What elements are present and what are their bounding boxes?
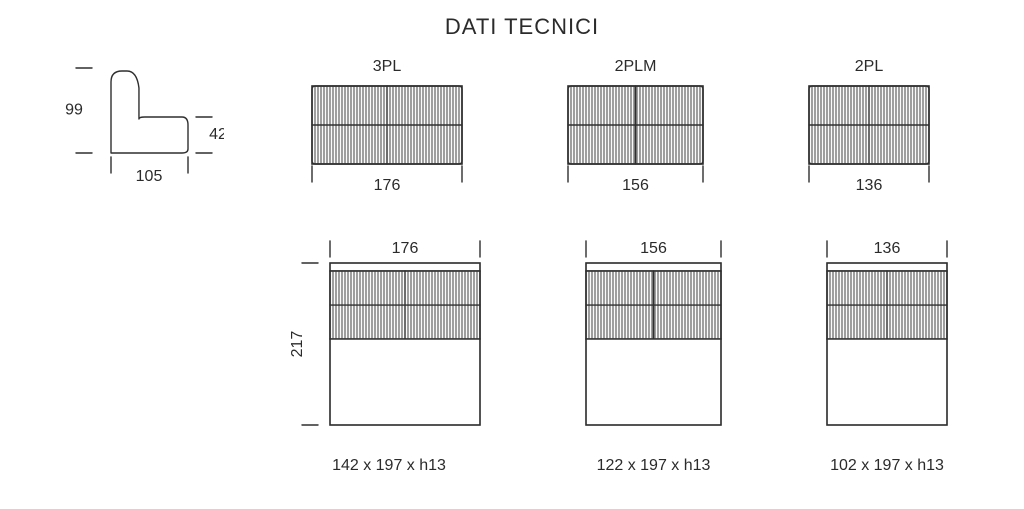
sofabed-svg: 176 217 (280, 235, 498, 451)
side-profile-svg: 99 42 105 (60, 58, 224, 181)
sofa-top-svg: 176 (294, 82, 480, 190)
module-name: 2PLM (550, 58, 721, 76)
sofabed-module: 176 217 142 x 197 x h13 (280, 235, 498, 475)
page-title: DATI TECNICI (60, 14, 984, 40)
svg-text:136: 136 (874, 240, 901, 257)
row-top: 99 42 105 3PL 176 2PLM 156 2PL 136 (60, 58, 984, 190)
svg-text:105: 105 (136, 168, 163, 181)
module-name: 3PL (294, 58, 480, 76)
sofa-top-module: 3PL 176 (294, 58, 480, 190)
footprint-label: 122 x 197 x h13 (568, 457, 739, 475)
footprint-label: 102 x 197 x h13 (809, 457, 965, 475)
page: DATI TECNICI 99 42 105 3PL 176 2PLM 156 2PL 136… (0, 0, 1024, 509)
svg-text:176: 176 (374, 177, 401, 190)
side-profile-module: 99 42 105 (60, 58, 224, 181)
svg-text:217: 217 (289, 331, 306, 358)
module-name: 2PL (791, 58, 947, 76)
sofa-top-module: 2PL 136 (791, 58, 947, 190)
svg-text:136: 136 (856, 177, 883, 190)
sofa-top-module: 2PLM 156 (550, 58, 721, 190)
footprint-label: 142 x 197 x h13 (280, 457, 498, 475)
svg-text:176: 176 (392, 240, 419, 257)
row-bottom: 176217142 x 197 x h13156122 x 197 x h131… (60, 235, 984, 475)
sofabed-module: 156 122 x 197 x h13 (568, 235, 739, 475)
svg-text:156: 156 (640, 240, 667, 257)
sofa-top-svg: 136 (791, 82, 947, 190)
svg-text:156: 156 (622, 177, 649, 190)
sofabed-svg: 136 (809, 235, 965, 451)
sofabed-module: 136 102 x 197 x h13 (809, 235, 965, 475)
sofabed-svg: 156 (568, 235, 739, 451)
svg-text:99: 99 (65, 102, 83, 119)
svg-text:42: 42 (209, 126, 224, 143)
sofa-top-svg: 156 (550, 82, 721, 190)
